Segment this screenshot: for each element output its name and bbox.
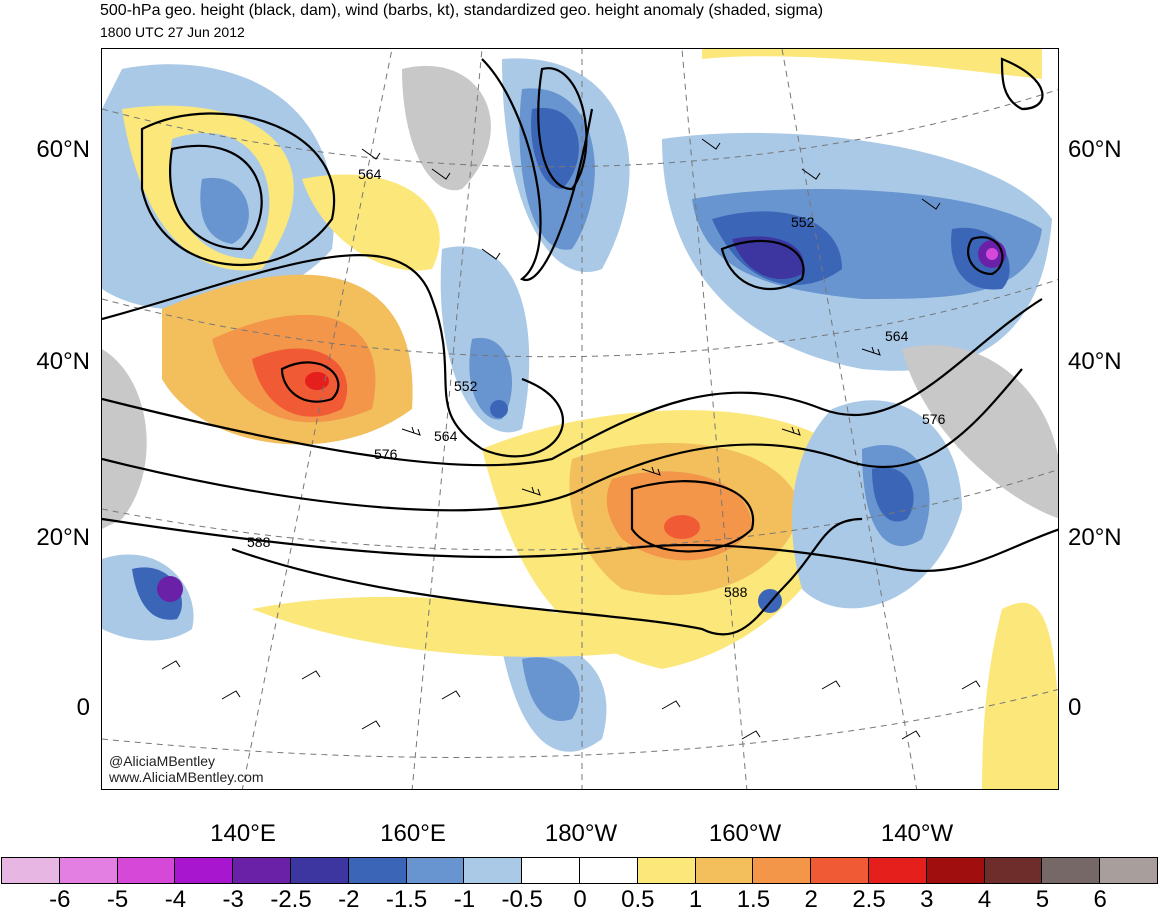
- colorbar-swatch: [983, 857, 1043, 884]
- colorbar-tick-label: -6: [49, 886, 71, 913]
- colorbar-swatch: [867, 857, 927, 884]
- colorbar-tick-label: 2.5: [852, 886, 886, 913]
- colorbar-tick-label: -2.5: [270, 886, 312, 913]
- contour-label: 576: [374, 446, 398, 462]
- lat-label-left: 20°N: [36, 524, 90, 551]
- colorbar-tick-label: 5: [1035, 886, 1050, 913]
- colorbar-tick-label: 6: [1093, 886, 1107, 913]
- contour-label: 564: [885, 328, 909, 344]
- colorbar-swatch: [694, 857, 754, 884]
- contour-label-group: 564 552 552 564 576 564 576 588 588: [247, 166, 946, 600]
- lon-label: 180°W: [544, 820, 618, 847]
- colorbar-tick-label: 1: [688, 886, 703, 913]
- colorbar-swatch: [116, 857, 176, 884]
- colorbar-swatch: [232, 857, 291, 884]
- colorbar-swatch: [463, 857, 523, 884]
- lon-label: 160°W: [708, 820, 782, 847]
- colorbar-swatch: [752, 857, 812, 884]
- colorbar-tick-label: -1: [453, 886, 476, 913]
- contour-label: 552: [454, 378, 478, 394]
- lat-label-left: 60°N: [36, 136, 90, 163]
- valid-time: 1800 UTC 27 Jun 2012: [100, 24, 245, 40]
- colorbar-tick-label: -0.5: [501, 886, 543, 913]
- credit-handle: @AliciaMBentley: [109, 753, 216, 769]
- lon-label: 140°W: [880, 820, 954, 847]
- graticule: [102, 49, 1058, 789]
- colorbar-swatch: [636, 857, 696, 884]
- colorbar-swatch: [58, 857, 118, 884]
- lat-label-left: 0: [76, 694, 90, 721]
- colorbar-tick-label: 0: [573, 886, 587, 913]
- lon-label: 140°E: [210, 820, 276, 847]
- colorbar-tick-label: 3: [920, 886, 934, 913]
- lon-label: 160°E: [380, 820, 446, 847]
- contour-label: 564: [434, 428, 458, 444]
- map-panel: 564 552 552 564 576 564 576 588 588 @Ali…: [101, 48, 1059, 790]
- map-title: 500-hPa geo. height (black, dam), wind (…: [100, 2, 824, 19]
- contour-label: 564: [358, 166, 382, 182]
- wind-barbs: [161, 138, 981, 740]
- contour-label: 552: [791, 214, 815, 230]
- lat-label-left: 40°N: [36, 348, 90, 375]
- colorbar-tick-label: 0.5: [621, 886, 655, 913]
- colorbar-tick-label: 4: [977, 886, 992, 913]
- colorbar-swatch: [521, 857, 580, 884]
- colorbar-swatch: [1099, 857, 1158, 884]
- colorbar-swatch: [925, 857, 985, 884]
- colorbar-tick-label: -2: [338, 886, 360, 913]
- colorbar-tick-label: -1.5: [385, 886, 428, 913]
- contour-label: 588: [724, 584, 748, 600]
- contour-label: 588: [247, 534, 271, 550]
- colorbar-swatch: [1041, 857, 1101, 884]
- credit-website: www.AliciaMBentley.com: [109, 769, 264, 785]
- lat-label-right: 60°N: [1068, 136, 1122, 163]
- colorbar-swatch: [810, 857, 869, 884]
- colorbar-tick-label: -4: [164, 886, 187, 913]
- map-canvas: 564 552 552 564 576 564 576 588 588: [102, 49, 1058, 789]
- colorbar-swatch: [289, 857, 349, 884]
- colorbar-tick-label: 1.5: [736, 886, 771, 913]
- colorbar-tick-label: 2: [804, 886, 818, 913]
- colorbar-swatch: [578, 857, 638, 884]
- contour-label: 576: [922, 411, 946, 427]
- lat-label-right: 0: [1068, 694, 1082, 721]
- anomaly-colorbar: [1, 857, 1158, 884]
- colorbar-swatch: [174, 857, 234, 884]
- height-contours: [102, 57, 1058, 636]
- lat-label-right: 40°N: [1068, 348, 1122, 375]
- colorbar-tick-label: -3: [222, 886, 244, 913]
- anomaly-shading: [102, 49, 1058, 789]
- lat-label-right: 20°N: [1068, 524, 1122, 551]
- colorbar-swatch: [1, 857, 60, 884]
- colorbar-tick-label: -5: [106, 886, 129, 913]
- colorbar-swatch: [347, 857, 407, 884]
- colorbar-swatch: [405, 857, 465, 884]
